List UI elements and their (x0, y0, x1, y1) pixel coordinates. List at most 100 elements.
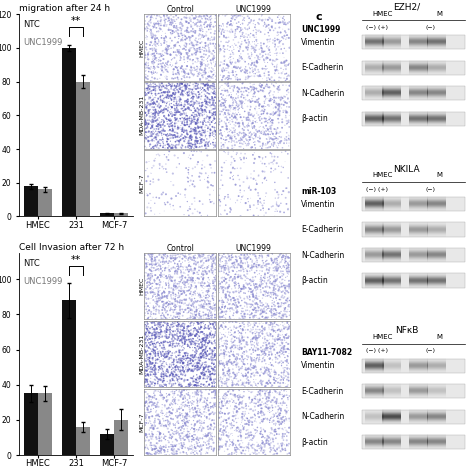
Point (165, 281, 173, 289)
Point (190, 253, 197, 260)
Point (215, 430, 222, 438)
Point (145, 68, 153, 75)
Point (150, 44, 158, 52)
Point (182, 349, 189, 356)
Point (273, 430, 281, 438)
Point (163, 94, 170, 101)
Point (226, 413, 233, 421)
Point (228, 285, 236, 292)
Point (285, 72, 292, 79)
Point (265, 102, 273, 110)
Point (254, 346, 262, 354)
Point (170, 75, 177, 82)
Point (141, 330, 149, 338)
Point (255, 317, 263, 325)
Point (219, 82, 226, 89)
Point (160, 341, 167, 349)
Point (177, 18, 184, 26)
Point (272, 354, 279, 361)
Point (197, 363, 205, 370)
Point (146, 381, 154, 388)
Point (144, 302, 152, 310)
Point (155, 428, 163, 436)
Point (161, 20, 169, 28)
Point (274, 379, 282, 386)
Point (234, 76, 241, 83)
Point (251, 141, 258, 149)
Point (253, 300, 260, 307)
Point (272, 19, 280, 27)
Point (259, 350, 267, 358)
Point (191, 27, 198, 35)
Point (175, 287, 182, 294)
Point (284, 86, 292, 93)
Point (206, 35, 214, 42)
Point (200, 255, 207, 263)
Point (182, 109, 190, 117)
Point (200, 334, 208, 342)
Point (193, 22, 201, 30)
Point (184, 89, 191, 97)
Point (169, 372, 176, 380)
Point (190, 319, 198, 327)
Point (156, 142, 164, 149)
Point (145, 414, 153, 422)
Point (210, 78, 218, 86)
Point (191, 105, 198, 113)
Point (207, 405, 214, 412)
Point (201, 371, 208, 379)
Point (177, 110, 185, 118)
Point (153, 70, 160, 77)
Point (142, 121, 150, 128)
Point (258, 378, 266, 385)
Point (148, 332, 155, 339)
Point (211, 15, 219, 22)
Point (183, 198, 191, 205)
Point (283, 91, 291, 99)
Point (175, 88, 182, 96)
Point (201, 321, 209, 328)
Point (279, 350, 286, 357)
Point (275, 411, 283, 419)
Point (280, 333, 287, 341)
Point (192, 133, 200, 141)
Point (237, 302, 244, 310)
Point (217, 127, 224, 134)
Point (199, 72, 206, 79)
Point (266, 119, 274, 127)
Point (144, 133, 152, 141)
Point (150, 338, 158, 346)
Point (271, 278, 279, 285)
Point (254, 98, 262, 105)
Point (211, 62, 219, 70)
Bar (24, 186, 38, 217)
Point (195, 18, 202, 26)
Point (184, 100, 191, 107)
Point (254, 283, 261, 291)
Point (222, 157, 230, 164)
Point (160, 373, 167, 380)
Point (142, 91, 149, 99)
Point (227, 332, 234, 339)
Point (146, 356, 153, 364)
Point (214, 383, 222, 390)
Point (212, 341, 220, 349)
Point (151, 36, 159, 44)
Point (164, 43, 171, 51)
Point (219, 11, 227, 18)
Point (271, 301, 278, 308)
Point (247, 98, 255, 106)
Point (200, 364, 208, 371)
Point (237, 255, 245, 263)
Point (175, 320, 182, 328)
Point (177, 30, 185, 37)
Point (224, 106, 231, 114)
Point (166, 401, 173, 409)
Point (237, 325, 244, 333)
Point (241, 417, 248, 424)
Point (204, 355, 212, 362)
Point (235, 64, 242, 71)
Point (160, 39, 168, 47)
Point (250, 433, 258, 441)
Point (234, 56, 241, 64)
